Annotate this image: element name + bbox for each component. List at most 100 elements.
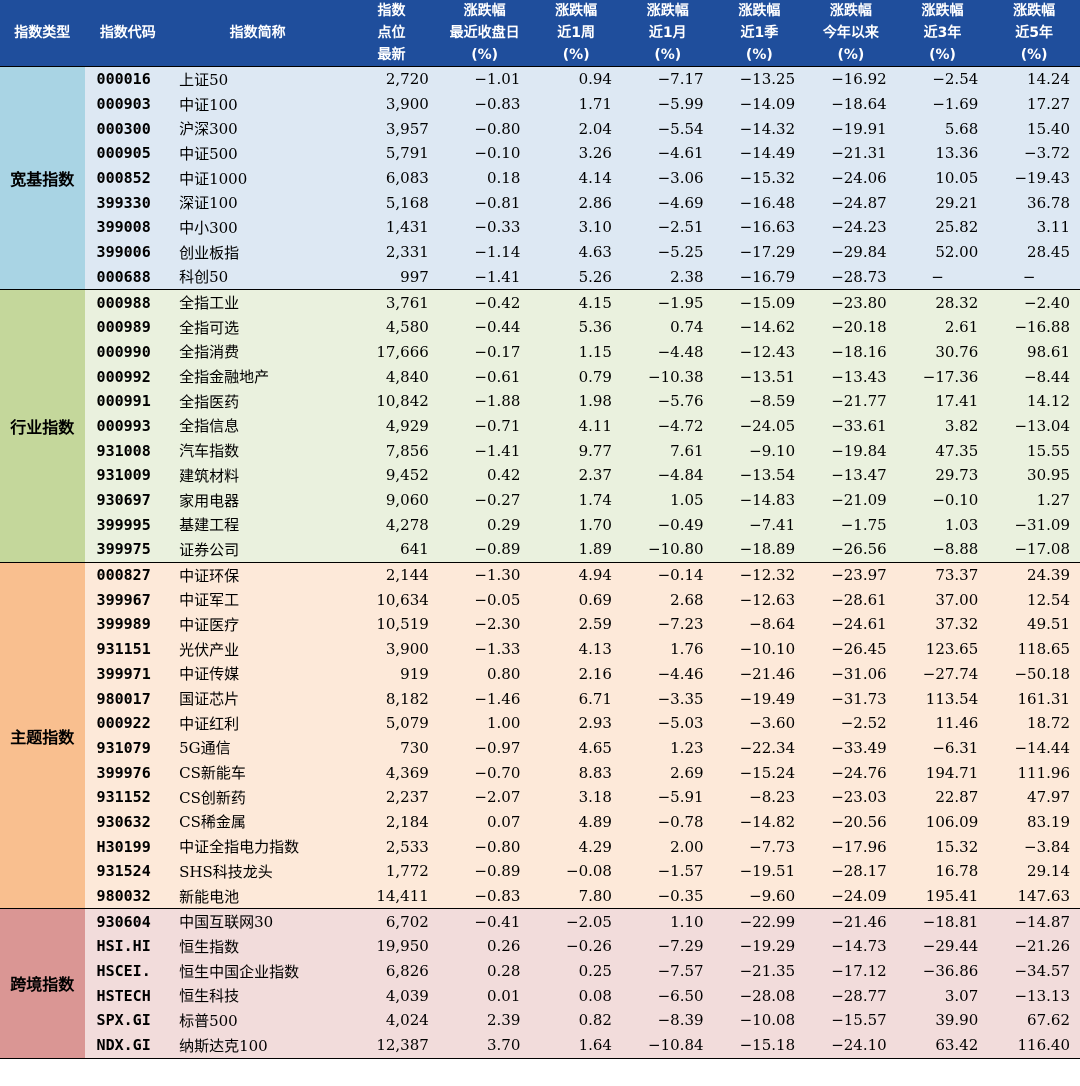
change-week: 3.26 bbox=[530, 141, 622, 166]
table-row: 000993 全指信息 4,929 −0.71 4.11 −4.72 −24.05 −33.6… bbox=[0, 413, 1080, 439]
change-3y: 194.71 bbox=[896, 760, 989, 785]
change-5y: −8.44 bbox=[988, 364, 1080, 389]
table-row: 000852 中证1000 6,083 0.18 4.14 −3.06 −15.32 −24.… bbox=[0, 165, 1080, 191]
index-code: 000991 bbox=[84, 388, 172, 414]
points: 9,452 bbox=[344, 463, 439, 488]
index-code: SPX.GI bbox=[84, 1008, 172, 1033]
change-3y: −27.74 bbox=[896, 661, 989, 687]
change-month: 0.74 bbox=[621, 314, 714, 340]
index-code: 931009 bbox=[84, 463, 172, 488]
change-week: 0.08 bbox=[530, 983, 622, 1009]
change-ytd: −17.96 bbox=[805, 834, 897, 859]
change-week: 1.64 bbox=[530, 1032, 622, 1059]
change-5y: 36.78 bbox=[988, 190, 1080, 216]
points: 7,856 bbox=[344, 438, 439, 463]
change-3y: 2.61 bbox=[896, 314, 989, 340]
change-week: 4.14 bbox=[530, 165, 622, 191]
header-month-line2: 近1月 bbox=[621, 22, 714, 44]
index-name: 恒生指数 bbox=[171, 934, 345, 959]
change-month: −4.84 bbox=[621, 463, 714, 488]
index-name: 汽车指数 bbox=[171, 438, 345, 463]
change-ytd: −33.61 bbox=[805, 413, 897, 439]
header-quarter-line1: 涨跌幅 bbox=[713, 0, 806, 22]
points: 4,039 bbox=[344, 983, 439, 1009]
change-month: −8.39 bbox=[621, 1008, 714, 1033]
table-row: 000905 中证500 5,791 −0.10 3.26 −4.61 −14.49 −21.… bbox=[0, 141, 1080, 166]
index-code: 399967 bbox=[84, 587, 172, 613]
change-week: 4.65 bbox=[530, 735, 622, 761]
change-ytd: −24.23 bbox=[805, 215, 897, 240]
change-day: −0.80 bbox=[438, 834, 531, 859]
points: 2,144 bbox=[344, 561, 439, 588]
change-quarter: −21.46 bbox=[713, 661, 806, 687]
change-3y: 39.90 bbox=[896, 1008, 989, 1033]
change-quarter: −15.32 bbox=[713, 165, 806, 191]
change-quarter: −16.79 bbox=[713, 264, 806, 291]
change-3y: 47.35 bbox=[896, 438, 989, 463]
change-5y: −19.43 bbox=[988, 165, 1080, 191]
change-ytd: −31.06 bbox=[805, 661, 897, 687]
change-week: 0.79 bbox=[530, 364, 622, 389]
index-code: 000992 bbox=[84, 364, 172, 389]
change-ytd: −15.57 bbox=[805, 1008, 897, 1033]
change-day: 0.01 bbox=[438, 983, 531, 1009]
change-month: 2.68 bbox=[621, 587, 714, 613]
change-quarter: −15.09 bbox=[713, 289, 806, 315]
table-row: 399008 中小300 1,431 −0.33 3.10 −2.51 −16.63 −24.… bbox=[0, 215, 1080, 240]
index-name: 恒生中国企业指数 bbox=[171, 958, 345, 984]
table-row: 399006 创业板指 2,331 −1.14 4.63 −5.25 −17.29 −29.8… bbox=[0, 239, 1080, 265]
change-week: 0.25 bbox=[530, 958, 622, 984]
index-code: H30199 bbox=[84, 834, 172, 859]
table-row: 000991 全指医药 10,842 −1.88 1.98 −5.76 −8.59 −21.7… bbox=[0, 388, 1080, 414]
points: 641 bbox=[344, 537, 439, 563]
index-name: 全指医药 bbox=[171, 388, 345, 414]
change-day: 0.28 bbox=[438, 958, 531, 984]
change-month: −3.35 bbox=[621, 686, 714, 711]
change-quarter: −22.99 bbox=[713, 908, 806, 935]
header-points-line3: 最新 bbox=[344, 44, 439, 67]
change-ytd: −24.61 bbox=[805, 612, 897, 637]
change-week: 9.77 bbox=[530, 438, 622, 463]
points: 4,580 bbox=[344, 314, 439, 340]
index-code: 399989 bbox=[84, 612, 172, 637]
points: 2,331 bbox=[344, 239, 439, 265]
change-3y: 10.05 bbox=[896, 165, 989, 191]
index-code: 000852 bbox=[84, 165, 172, 191]
change-5y: 12.54 bbox=[988, 587, 1080, 613]
change-quarter: −15.18 bbox=[713, 1032, 806, 1059]
change-week: 0.94 bbox=[530, 65, 622, 92]
change-3y: 3.82 bbox=[896, 413, 989, 439]
change-week: 4.94 bbox=[530, 561, 622, 588]
change-week: 1.70 bbox=[530, 512, 622, 538]
header-3y-line3: (%) bbox=[896, 44, 989, 67]
change-quarter: −13.25 bbox=[713, 65, 806, 92]
change-3y: 113.54 bbox=[896, 686, 989, 711]
header-5y-line3: (%) bbox=[988, 44, 1080, 67]
table-row: HSI.HI 恒生指数 19,950 0.26 −0.26 −7.29 −19.29 −14.… bbox=[0, 934, 1080, 959]
change-5y: 118.65 bbox=[988, 636, 1080, 662]
change-day: −0.70 bbox=[438, 760, 531, 785]
index-name: 全指金融地产 bbox=[171, 364, 345, 389]
change-3y: 37.32 bbox=[896, 612, 989, 637]
change-ytd: −1.75 bbox=[805, 512, 897, 538]
change-5y: 67.62 bbox=[988, 1008, 1080, 1033]
change-quarter: −14.49 bbox=[713, 141, 806, 166]
table-row: SPX.GI 标普500 4,024 2.39 0.82 −8.39 −10.08 −15.5… bbox=[0, 1008, 1080, 1033]
change-ytd: −26.56 bbox=[805, 537, 897, 563]
change-quarter: −19.51 bbox=[713, 859, 806, 884]
change-5y: −3.72 bbox=[988, 141, 1080, 166]
points: 8,182 bbox=[344, 686, 439, 711]
change-day: −1.01 bbox=[438, 65, 531, 92]
change-day: 0.07 bbox=[438, 809, 531, 835]
change-month: −0.14 bbox=[621, 561, 714, 588]
change-week: 1.89 bbox=[530, 537, 622, 563]
index-code: 930632 bbox=[84, 809, 172, 835]
points: 10,634 bbox=[344, 587, 439, 613]
change-5y: 47.97 bbox=[988, 784, 1080, 810]
change-5y: −14.44 bbox=[988, 735, 1080, 761]
change-ytd: −13.43 bbox=[805, 364, 897, 389]
table-row: 931079 5G通信 730 −0.97 4.65 1.23 −22.34 −33.49 −6… bbox=[0, 735, 1080, 761]
change-ytd: −20.56 bbox=[805, 809, 897, 835]
change-month: −1.57 bbox=[621, 859, 714, 884]
points: 17,666 bbox=[344, 339, 439, 365]
